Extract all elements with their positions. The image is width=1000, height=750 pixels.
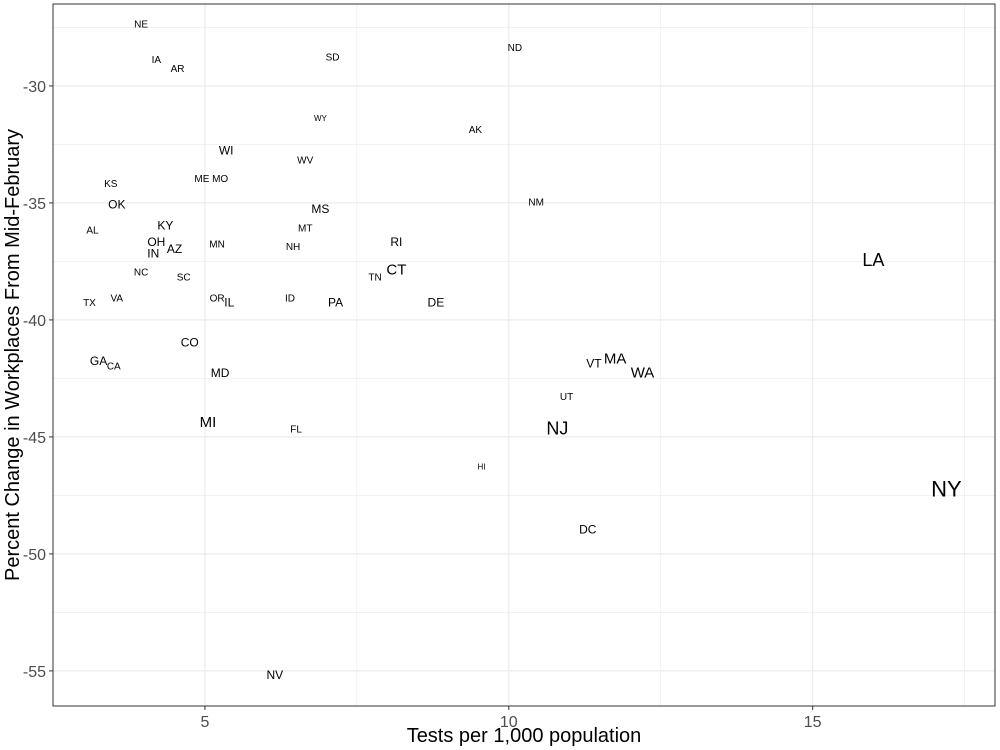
axis-ticks: 5 10 15 -55 -50 -45 -40 -35 -30 (23, 79, 822, 731)
point-label-sd: SD (326, 52, 340, 63)
point-label-co: CO (181, 335, 199, 349)
point-label-in: IN (147, 247, 159, 261)
point-label-az: AZ (167, 242, 182, 256)
point-label-wv: WV (297, 155, 313, 166)
point-label-ia: IA (152, 55, 162, 66)
point-label-ma: MA (604, 351, 627, 368)
point-label-ok: OK (108, 197, 125, 211)
x-tick-label: 15 (804, 714, 822, 731)
y-tick-label: -50 (23, 547, 46, 564)
point-label-al: AL (86, 226, 99, 237)
point-label-ri: RI (390, 235, 402, 249)
point-label-ca: CA (107, 361, 121, 372)
point-label-nd: ND (508, 43, 522, 54)
point-label-vt: VT (586, 357, 602, 371)
point-label-ct: CT (386, 262, 406, 279)
point-label-wi: WI (219, 144, 234, 158)
point-label-ny: NY (931, 477, 962, 502)
point-label-nc: NC (134, 268, 148, 279)
point-label-sc: SC (177, 272, 191, 283)
point-label-la: LA (862, 250, 884, 270)
point-label-va: VA (111, 293, 124, 304)
point-label-dc: DC (579, 523, 597, 537)
point-label-nh: NH (286, 242, 300, 253)
point-label-mi: MI (200, 414, 217, 431)
point-label-nm: NM (528, 198, 544, 209)
x-tick-label: 10 (500, 714, 518, 731)
point-label-de: DE (428, 296, 445, 310)
point-label-mo: MO (212, 174, 228, 185)
point-label-md: MD (211, 366, 230, 380)
panel-border (52, 3, 996, 707)
y-tick-label: -55 (23, 664, 46, 681)
point-label-mt: MT (298, 223, 312, 234)
y-tick-label: -45 (23, 430, 46, 447)
point-label-mn: MN (209, 240, 225, 251)
grid (52, 4, 995, 706)
data-labels: NE IA AR SD ND WY AK WI WV KS ME MO OK NM MS KY MT AL OH RI… (83, 20, 962, 682)
y-axis-title: Percent Change in Workplaces From Mid-Fe… (2, 129, 24, 581)
point-label-fl: FL (290, 425, 302, 436)
point-label-id: ID (285, 293, 295, 304)
point-label-hi: HI (477, 462, 485, 471)
point-label-nv: NV (266, 668, 283, 682)
point-label-or: OR (210, 293, 225, 304)
point-label-ms: MS (311, 202, 329, 216)
point-label-ga: GA (90, 354, 107, 368)
point-label-tx: TX (83, 298, 96, 309)
x-axis-title: Tests per 1,000 population (407, 725, 642, 747)
point-label-ar: AR (171, 64, 185, 75)
point-label-tn: TN (368, 272, 381, 283)
point-label-il: IL (224, 296, 234, 310)
point-label-oh: OH (147, 235, 165, 249)
point-label-wy: WY (314, 114, 328, 123)
point-label-ut: UT (560, 392, 573, 403)
y-tick-label: -30 (23, 79, 46, 96)
x-tick-label: 5 (200, 714, 209, 731)
point-label-wa: WA (631, 365, 655, 382)
y-tick-label: -40 (23, 313, 46, 330)
y-tick-label: -35 (23, 196, 46, 213)
point-label-pa: PA (328, 296, 343, 310)
point-label-ne: NE (134, 20, 148, 31)
point-label-me: ME (194, 174, 209, 185)
point-label-ks: KS (104, 179, 118, 190)
point-label-ky: KY (157, 218, 173, 232)
point-label-ak: AK (469, 125, 483, 136)
point-label-nj: NJ (546, 419, 568, 439)
